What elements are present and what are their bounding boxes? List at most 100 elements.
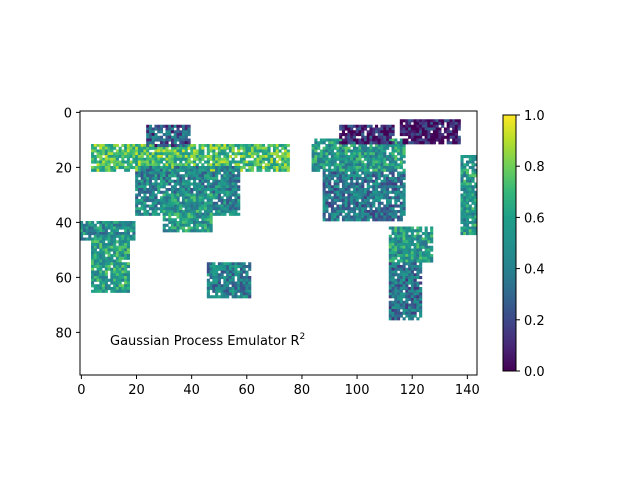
heatmap-cell bbox=[322, 207, 326, 211]
heatmap-cell bbox=[102, 157, 106, 161]
heatmap-cell bbox=[402, 265, 406, 269]
heatmap-cell bbox=[239, 287, 244, 291]
heatmap-cell bbox=[107, 245, 111, 249]
heatmap-cell bbox=[352, 193, 357, 197]
heatmap-cell bbox=[143, 210, 147, 214]
heatmap-cell bbox=[184, 157, 188, 161]
heatmap-cell bbox=[182, 185, 186, 189]
heatmap-cell bbox=[408, 133, 412, 137]
heatmap-cell bbox=[355, 163, 359, 167]
heatmap-cell bbox=[179, 157, 183, 161]
heatmap-cell bbox=[399, 204, 403, 208]
heatmap-cell bbox=[430, 237, 434, 241]
heatmap-cell bbox=[179, 210, 183, 214]
heatmap-cell bbox=[325, 204, 329, 208]
heatmap-cell bbox=[168, 155, 172, 159]
heatmap-cell bbox=[184, 207, 188, 211]
heatmap-cell bbox=[397, 171, 401, 175]
heatmap-cell bbox=[226, 278, 230, 282]
colorbar-tick-label: 0.0 bbox=[524, 365, 545, 380]
heatmap-cell bbox=[195, 218, 199, 222]
heatmap-cell bbox=[427, 259, 431, 263]
heatmap-cell bbox=[386, 210, 390, 214]
heatmap-cell bbox=[352, 212, 357, 216]
heatmap-cell bbox=[173, 166, 177, 170]
heatmap-cell bbox=[410, 270, 414, 274]
heatmap-cell bbox=[102, 281, 106, 285]
heatmap-cell bbox=[228, 281, 232, 285]
heatmap-cell bbox=[402, 256, 406, 260]
heatmap-cell bbox=[253, 152, 257, 156]
heatmap-cell bbox=[264, 157, 268, 161]
heatmap-cell bbox=[237, 196, 241, 200]
heatmap-cell bbox=[99, 160, 103, 164]
heatmap-cell bbox=[165, 144, 169, 148]
heatmap-cell bbox=[374, 190, 379, 194]
heatmap-cell bbox=[126, 234, 130, 238]
heatmap-cell bbox=[278, 168, 282, 172]
heatmap-cell bbox=[168, 179, 172, 183]
heatmap-cell bbox=[465, 185, 470, 189]
heatmap-cell bbox=[206, 292, 210, 296]
heatmap-cell bbox=[350, 135, 354, 139]
heatmap-cell bbox=[471, 179, 475, 183]
heatmap-cell bbox=[135, 204, 139, 208]
heatmap-cell bbox=[182, 193, 186, 197]
heatmap-cell bbox=[209, 276, 213, 280]
heatmap-cell bbox=[369, 171, 373, 175]
heatmap-cell bbox=[333, 193, 337, 197]
heatmap-cell bbox=[435, 119, 439, 123]
heatmap-cell bbox=[341, 190, 346, 194]
heatmap-cell bbox=[361, 204, 365, 208]
heatmap-cell bbox=[226, 204, 230, 208]
heatmap-cell bbox=[424, 226, 428, 230]
heatmap-cell bbox=[377, 212, 381, 216]
heatmap-cell bbox=[99, 278, 103, 282]
heatmap-cell bbox=[383, 179, 387, 183]
heatmap-cell bbox=[126, 232, 130, 236]
heatmap-cell bbox=[170, 204, 175, 208]
heatmap-cell bbox=[259, 155, 263, 159]
heatmap-cell bbox=[336, 155, 340, 159]
heatmap-cell bbox=[217, 168, 221, 172]
x-tick-label: 20 bbox=[128, 383, 145, 398]
heatmap-cell bbox=[328, 152, 332, 156]
heatmap-cell bbox=[148, 190, 153, 194]
heatmap-cell bbox=[399, 146, 403, 150]
heatmap-cell bbox=[93, 256, 97, 260]
heatmap-cell bbox=[317, 155, 321, 159]
heatmap-cell bbox=[212, 276, 216, 280]
heatmap-cell bbox=[102, 287, 106, 291]
heatmap-cell bbox=[380, 135, 384, 139]
heatmap-cell bbox=[173, 190, 177, 194]
heatmap-cell bbox=[182, 201, 186, 205]
heatmap-cell bbox=[317, 160, 321, 164]
heatmap-cell bbox=[135, 201, 139, 205]
heatmap-cell bbox=[248, 166, 252, 170]
y-tick-label: 80 bbox=[55, 326, 72, 341]
heatmap-cell bbox=[237, 171, 241, 175]
heatmap-cell bbox=[193, 179, 197, 183]
heatmap-cell bbox=[394, 289, 398, 293]
heatmap-cell bbox=[179, 133, 183, 137]
heatmap-cell bbox=[135, 144, 139, 148]
heatmap-cell bbox=[242, 144, 246, 148]
heatmap-cell bbox=[347, 182, 351, 186]
heatmap-cell bbox=[91, 270, 95, 274]
heatmap-cell bbox=[441, 138, 445, 142]
heatmap-cell bbox=[286, 149, 290, 153]
heatmap-cell bbox=[82, 237, 86, 241]
heatmap-cell bbox=[330, 163, 334, 167]
heatmap-cell bbox=[193, 196, 197, 200]
heatmap-cell bbox=[182, 210, 186, 214]
heatmap-cell bbox=[206, 160, 210, 164]
heatmap-cell bbox=[228, 262, 232, 266]
heatmap-cell bbox=[121, 254, 125, 258]
heatmap-cell bbox=[328, 141, 332, 145]
heatmap-cell bbox=[352, 124, 357, 128]
heatmap-cell bbox=[391, 138, 395, 142]
heatmap-cell bbox=[168, 201, 172, 205]
heatmap-cell bbox=[93, 237, 97, 241]
heatmap-cell bbox=[173, 226, 177, 230]
heatmap-cell bbox=[358, 133, 362, 137]
